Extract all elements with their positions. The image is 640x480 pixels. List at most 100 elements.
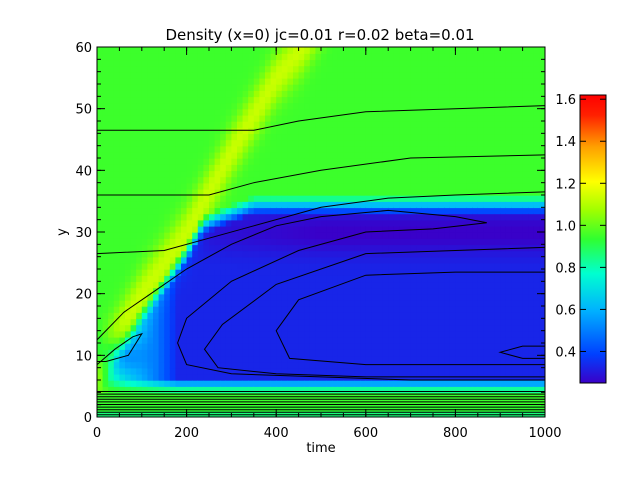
heatmap-cell	[483, 299, 490, 307]
heatmap-cell	[466, 77, 473, 85]
heatmap-cell	[388, 108, 395, 116]
heatmap-cell	[304, 102, 311, 110]
heatmap-cell	[416, 410, 423, 417]
heatmap-cell	[113, 324, 121, 332]
heatmap-cell	[500, 380, 507, 387]
heatmap-cell	[371, 343, 378, 350]
heatmap-cell	[225, 232, 233, 239]
heatmap-cell	[449, 318, 457, 326]
heatmap-cell	[209, 281, 216, 289]
heatmap-cell	[169, 47, 177, 54]
heatmap-cell	[382, 392, 389, 400]
heatmap-cell	[472, 47, 479, 54]
heatmap-cell	[326, 299, 333, 307]
heatmap-cell	[349, 330, 356, 338]
heatmap-cell	[287, 330, 294, 338]
heatmap-cell	[500, 207, 507, 215]
heatmap-cell	[214, 219, 221, 227]
heatmap-cell	[315, 127, 322, 135]
heatmap-cell	[371, 170, 378, 178]
heatmap-cell	[209, 287, 216, 295]
heatmap-cell	[489, 201, 496, 209]
heatmap-cell	[147, 250, 154, 258]
heatmap-cell	[141, 170, 149, 178]
heatmap-cell	[214, 164, 221, 172]
heatmap-cell	[242, 367, 249, 375]
heatmap-cell	[270, 195, 277, 202]
heatmap-cell	[354, 96, 361, 104]
heatmap-cell	[97, 102, 104, 110]
heatmap-cell	[360, 349, 367, 357]
heatmap-cell	[276, 238, 283, 246]
heatmap-cell	[181, 238, 188, 246]
heatmap-cell	[438, 287, 445, 295]
heatmap-cell	[259, 336, 266, 344]
heatmap-cell	[455, 380, 462, 387]
heatmap-cell	[231, 207, 238, 215]
heatmap-cell	[343, 324, 350, 332]
heatmap-cell	[388, 262, 395, 270]
heatmap-cell	[494, 349, 501, 357]
heatmap-cell	[119, 367, 126, 375]
heatmap-cell	[259, 133, 266, 141]
heatmap-cell	[225, 145, 233, 153]
heatmap-cell	[113, 244, 121, 252]
heatmap-cell	[259, 244, 266, 252]
heatmap-cell	[477, 324, 485, 332]
heatmap-cell	[220, 114, 227, 122]
heatmap-cell	[293, 133, 300, 141]
heatmap-cell	[489, 219, 496, 227]
heatmap-cell	[388, 65, 395, 73]
heatmap-cell	[405, 164, 412, 172]
heatmap-cell	[343, 201, 350, 209]
heatmap-cell	[181, 219, 188, 227]
heatmap-cell	[125, 195, 132, 202]
heatmap-cell	[371, 281, 378, 289]
heatmap-cell	[393, 324, 401, 332]
heatmap-cell	[147, 182, 154, 190]
heatmap-cell	[197, 71, 205, 79]
heatmap-cell	[522, 121, 529, 128]
heatmap-cell	[522, 287, 529, 295]
heatmap-cell	[169, 77, 177, 85]
heatmap-cell	[153, 207, 160, 215]
heatmap-cell	[304, 164, 311, 172]
heatmap-cell	[186, 53, 193, 61]
heatmap-cell	[220, 90, 227, 98]
heatmap-cell	[466, 355, 473, 363]
heatmap-cell	[304, 262, 311, 270]
heatmap-cell	[539, 293, 545, 301]
heatmap-cell	[405, 133, 412, 141]
heatmap-cell	[130, 306, 137, 313]
heatmap-cell	[477, 256, 485, 264]
heatmap-cell	[438, 65, 445, 73]
heatmap-cell	[421, 343, 429, 350]
heatmap-cell	[141, 244, 149, 252]
heatmap-cell	[175, 330, 182, 338]
heatmap-cell	[97, 324, 104, 332]
heatmap-cell	[337, 355, 345, 363]
heatmap-cell	[500, 281, 507, 289]
contour-line	[498, 345, 545, 359]
heatmap-cell	[147, 293, 154, 301]
heatmap-cell	[505, 170, 513, 178]
heatmap-cell	[192, 404, 199, 412]
heatmap-cell	[388, 47, 395, 54]
heatmap-cell	[511, 164, 518, 172]
heatmap-cell	[237, 213, 244, 221]
heatmap-cell	[438, 281, 445, 289]
heatmap-cell	[293, 77, 300, 85]
heatmap-cell	[197, 299, 205, 307]
heatmap-cell	[455, 355, 462, 363]
heatmap-cell	[438, 324, 445, 332]
heatmap-cell	[371, 201, 378, 209]
heatmap-cell	[192, 47, 199, 54]
heatmap-cell	[181, 361, 188, 369]
heatmap-cell	[533, 367, 541, 375]
heatmap-cell	[399, 47, 406, 54]
heatmap-cell	[522, 410, 529, 417]
heatmap-cell	[405, 84, 412, 91]
heatmap-cell	[427, 318, 434, 326]
heatmap-cell	[287, 133, 294, 141]
heatmap-cell	[321, 188, 328, 196]
